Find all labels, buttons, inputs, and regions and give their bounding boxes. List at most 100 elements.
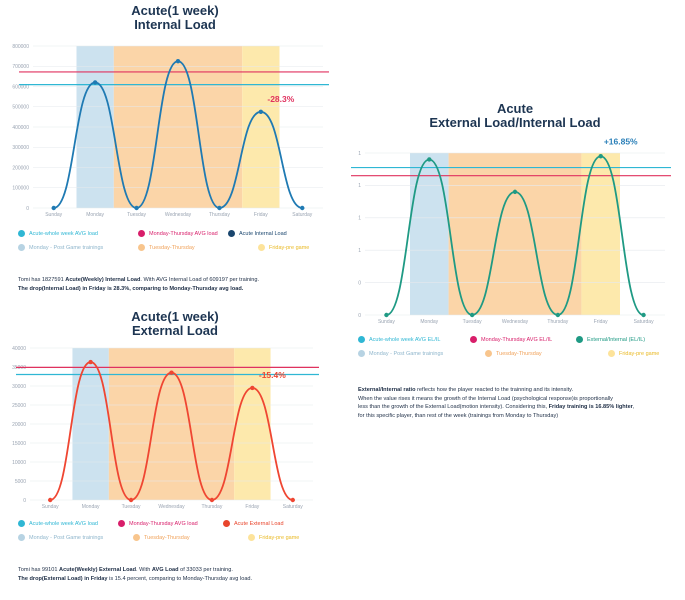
legend-label: Tuesday-Thursday: [149, 244, 195, 251]
data-point: [88, 359, 93, 365]
chart2-legend-series[interactable]: Acute External Load: [223, 520, 284, 527]
data-point: [217, 205, 222, 211]
chart3-title-line2: External Load/Internal Load: [429, 115, 601, 130]
annotation-label: -28.3%: [267, 94, 294, 104]
y-tick-label: 10000: [12, 460, 26, 466]
data-point: [51, 205, 56, 211]
legend-dot-icon: [138, 230, 145, 237]
chart3-legend: Acute-whole week AVG EL/IL Monday-Thursd…: [358, 336, 678, 360]
chart3-legend-mon-thu[interactable]: Monday-Thursday AVG EL/IL: [470, 336, 552, 343]
x-tick-label: Friday: [245, 504, 259, 510]
x-tick-label: Saturday: [283, 504, 304, 510]
band-1: [448, 153, 582, 315]
chart1-legend-week-avg[interactable]: Acute-whole week AVG load: [18, 230, 98, 237]
chart2-note: Tomi has 99101 Acute(Weekly) External Lo…: [18, 566, 338, 583]
chart3-legend-series[interactable]: External/Internal (EL/IL): [576, 336, 645, 343]
chart1-legend-monday[interactable]: Monday - Post Game trainings: [18, 244, 103, 251]
legend-label: Acute-whole week AVG load: [29, 230, 98, 237]
note-text: Tomi has 1827591: [18, 277, 66, 283]
data-point: [300, 205, 305, 211]
chart1-title: Acute(1 week) Internal Load: [60, 4, 290, 32]
chart1-legend-series[interactable]: Acute Internal Load: [228, 230, 287, 237]
y-tick-label: 20000: [12, 422, 26, 428]
data-point: [250, 385, 255, 391]
data-point: [258, 109, 264, 115]
legend-label: Tuesday-Thursday: [144, 534, 190, 541]
y-tick-label: 5000: [15, 479, 26, 485]
chart2-legend-friday[interactable]: Friday-pre game: [248, 534, 299, 541]
note-text: . With: [136, 567, 152, 573]
legend-label: Monday - Post Game trainings: [29, 244, 104, 251]
data-point: [175, 58, 181, 64]
chart2-legend-mon-thu[interactable]: Monday-Thursday AVG load: [118, 520, 198, 527]
legend-dot-icon: [18, 230, 25, 237]
band-2: [581, 153, 620, 315]
legend-label: Monday - Post Game trainings: [369, 350, 444, 357]
x-tick-label: Tuesday: [463, 319, 482, 325]
data-point: [555, 312, 561, 318]
legend-dot-icon: [485, 350, 492, 357]
data-point: [469, 312, 475, 318]
legend-dot-icon: [133, 534, 140, 541]
legend-dot-icon: [248, 534, 255, 541]
data-point: [134, 205, 139, 211]
note-text: less than the growth of the External Loa…: [358, 404, 549, 410]
x-tick-label: Monday: [420, 319, 438, 325]
note-text: is 15.4 percent, comparing to Monday-Thu…: [107, 575, 253, 582]
chart1-svg: 0 100000 200000 300000 400000 500000 600000 700…: [12, 44, 329, 218]
legend-label: Tuesday-Thursday: [496, 350, 542, 357]
chart3-legend-friday[interactable]: Friday-pre game: [608, 350, 659, 357]
legend-label: Acute Internal Load: [239, 230, 287, 237]
note-bold: External/Internal ratio: [358, 387, 416, 393]
note-text: When the value rises it means the growth…: [358, 395, 613, 402]
y-tick-label: 40000: [12, 346, 26, 352]
legend-dot-icon: [470, 336, 477, 343]
chart3-title-line1: Acute: [496, 101, 534, 116]
legend-dot-icon: [223, 520, 230, 527]
x-tick-label: Tuesday: [127, 212, 146, 218]
note-text: . With AVG Internal Load of 609197 per t…: [140, 277, 260, 283]
y-tick-label: 200000: [12, 165, 29, 171]
chart2-legend-monday[interactable]: Monday - Post Game trainings: [18, 534, 103, 541]
chart2-legend-week-avg[interactable]: Acute-whole week AVG load: [18, 520, 98, 527]
y-tick-label: 600000: [12, 84, 29, 90]
chart3-legend-monday[interactable]: Monday - Post Game trainings: [358, 350, 443, 357]
legend-dot-icon: [358, 350, 365, 357]
data-point: [48, 497, 53, 503]
chart3-legend-week-avg[interactable]: Acute-whole week AVG EL/IL: [358, 336, 440, 343]
chart1-legend-mon-thu[interactable]: Monday-Thursday AVG load: [138, 230, 218, 237]
legend-dot-icon: [576, 336, 583, 343]
annotation-label: -15.4%: [259, 370, 286, 380]
y-tick-label: 100000: [12, 186, 29, 192]
legend-label: Acute External Load: [234, 520, 284, 527]
y-tick-label: 700000: [12, 64, 29, 70]
note-bold: AVG Load: [151, 567, 179, 573]
y-tick-label: 400000: [12, 125, 29, 131]
chart2-legend: Acute-whole week AVG load Monday-Thursda…: [18, 520, 338, 544]
data-point: [384, 312, 389, 318]
note-bold: Friday training is 16.85% lighter: [548, 404, 633, 410]
legend-label: Monday - Post Game trainings: [29, 534, 104, 541]
chart2-title: Acute(1 week) External Load: [60, 310, 290, 338]
x-tick-label: Wednesday: [158, 504, 185, 510]
x-tick-label: Monday: [86, 212, 104, 218]
x-tick-label: Friday: [594, 319, 608, 325]
chart3-title: Acute External Load/Internal Load: [400, 102, 630, 130]
chart1-legend-tue-thu[interactable]: Tuesday-Thursday: [138, 244, 195, 251]
x-tick-label: Thursday: [209, 212, 230, 218]
legend-label: External/Internal (EL/IL): [587, 336, 646, 343]
note-text: reflects how the player reacted to the t…: [415, 387, 574, 393]
chart2-legend-tue-thu[interactable]: Tuesday-Thursday: [133, 534, 190, 541]
chart3-legend-tue-thu[interactable]: Tuesday-Thursday: [485, 350, 542, 357]
x-tick-label: Friday: [254, 212, 268, 218]
chart1-legend-friday[interactable]: Friday-pre game: [258, 244, 309, 251]
legend-dot-icon: [118, 520, 125, 527]
note-text: ,: [632, 404, 635, 410]
chart1-note: Tomi has 1827591 Acute(Weekly) Internal …: [18, 276, 338, 293]
x-tick-label: Sunday: [42, 504, 59, 510]
data-point: [169, 370, 174, 375]
legend-dot-icon: [228, 230, 235, 237]
legend-dot-icon: [258, 244, 265, 251]
note-bold: The drop(Internal Load) in Friday is 28.…: [18, 285, 244, 292]
legend-label: Friday-pre game: [269, 244, 310, 251]
